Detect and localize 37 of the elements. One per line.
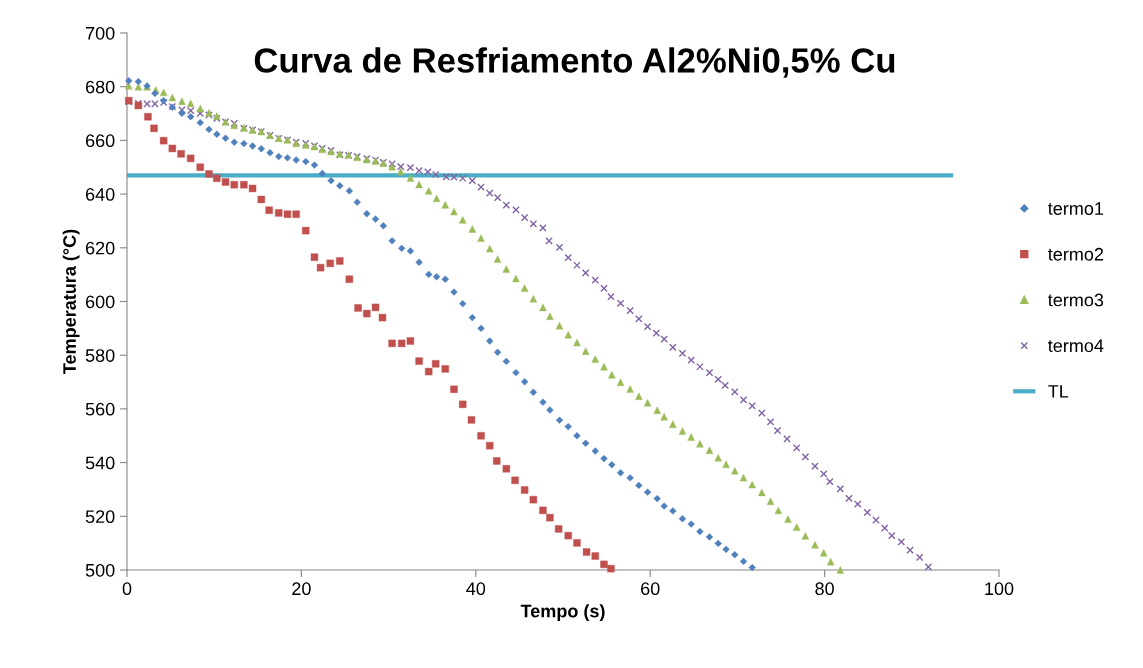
y-tick-label: 620 xyxy=(85,241,115,255)
legend-label: TL xyxy=(1048,385,1069,398)
legend-label: termo4 xyxy=(1048,339,1104,353)
legend-label: termo3 xyxy=(1048,293,1104,307)
y-tick-label: 660 xyxy=(85,134,115,148)
point xyxy=(441,365,449,373)
y-tick-label: 520 xyxy=(85,510,115,524)
y-tick-label: 540 xyxy=(85,456,115,470)
point xyxy=(371,303,380,312)
legend-label: termo1 xyxy=(1048,202,1104,215)
y-axis-title: Temperatura (°C) xyxy=(62,229,80,374)
x-tick-label: 80 xyxy=(815,582,834,596)
x-axis-title: Tempo (s) xyxy=(520,604,605,622)
y-tick-label: 600 xyxy=(85,295,115,309)
point xyxy=(539,506,547,515)
x-tick-label: 20 xyxy=(292,582,311,596)
x-tick-label: 60 xyxy=(641,582,660,596)
y-tick-label: 700 xyxy=(86,26,115,40)
x-tick-label: 100 xyxy=(985,582,1014,596)
y-tick-label: 680 xyxy=(85,80,115,94)
point xyxy=(459,400,467,409)
point xyxy=(326,259,334,268)
chart-title: Curva de Resfriamento Al2%Ni0,5% Cu xyxy=(254,47,895,78)
point xyxy=(363,309,371,318)
point xyxy=(432,360,440,368)
x-tick-label: 0 xyxy=(122,582,132,596)
point xyxy=(336,257,344,265)
y-tick-label: 580 xyxy=(85,349,115,362)
y-tick-label: 640 xyxy=(85,188,115,201)
point xyxy=(467,416,476,424)
point xyxy=(177,150,185,158)
legend-label: termo2 xyxy=(1048,247,1104,261)
point xyxy=(345,275,354,283)
point xyxy=(354,304,362,312)
y-tick-label: 500 xyxy=(85,563,115,577)
x-tick-label: 40 xyxy=(466,582,486,596)
y-tick-label: 560 xyxy=(85,402,115,416)
